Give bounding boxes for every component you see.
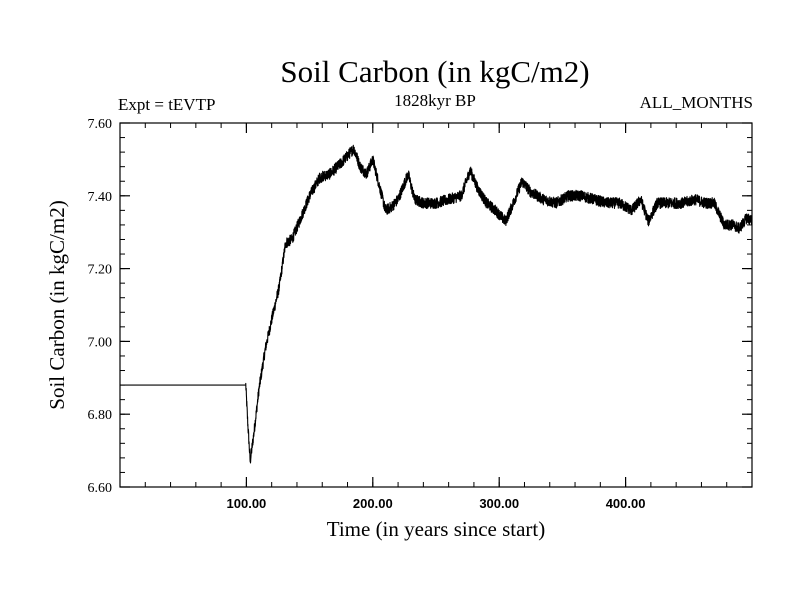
major-ticks xyxy=(120,122,752,488)
y-tick-labels: 6.60 6.80 7.00 7.20 7.40 7.60 xyxy=(88,117,113,496)
y-tick-label: 7.00 xyxy=(88,335,113,350)
x-tick-label: 200.00 xyxy=(353,496,393,511)
x-tick-label: 400.00 xyxy=(606,496,646,511)
data-series-soil-carbon xyxy=(120,144,753,464)
chart-subtitle: 1828kyr BP xyxy=(394,91,476,110)
y-tick-label: 7.20 xyxy=(88,263,113,278)
y-axis-label: Soil Carbon (in kgC/m2) xyxy=(45,200,69,409)
y-tick-label: 6.60 xyxy=(88,481,113,496)
x-tick-label: 300.00 xyxy=(479,496,519,511)
x-tick-labels: 100.00 200.00 300.00 400.00 xyxy=(227,496,646,511)
minor-ticks xyxy=(120,123,752,487)
y-tick-label: 6.80 xyxy=(88,408,113,423)
x-tick-label: 100.00 xyxy=(227,496,267,511)
experiment-label: Expt = tEVTP xyxy=(118,95,215,114)
y-tick-label: 7.40 xyxy=(88,190,113,205)
months-label: ALL_MONTHS xyxy=(640,93,753,112)
plot-frame xyxy=(119,122,753,488)
x-axis-label: Time (in years since start) xyxy=(327,517,546,541)
y-tick-label: 7.60 xyxy=(88,117,113,132)
chart-title: Soil Carbon (in kgC/m2) xyxy=(280,54,589,89)
